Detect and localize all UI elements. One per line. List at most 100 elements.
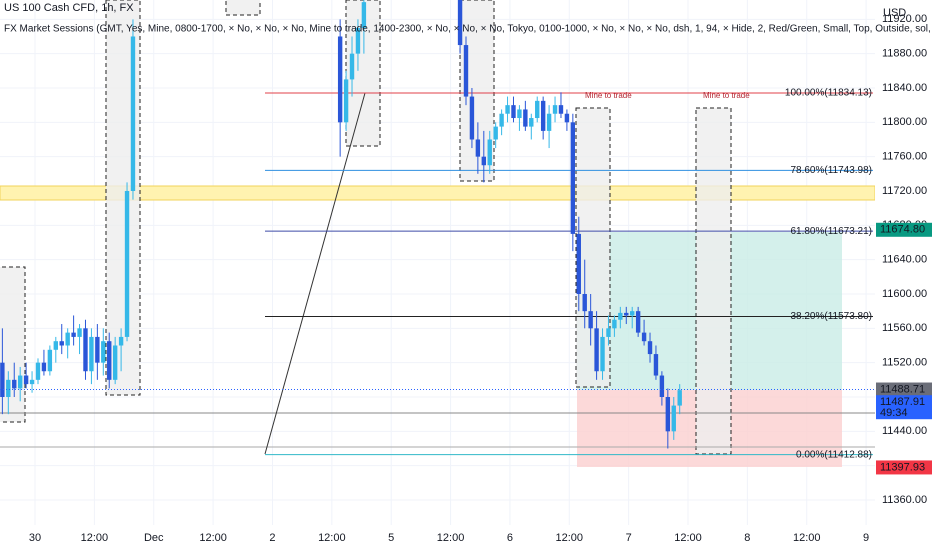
y-tick-label: 11520.00: [882, 357, 927, 369]
indicator: FX Market Sessions (GMT, Yes, Mine, 0800…: [4, 24, 932, 35]
fib-label: 38.20%(11573.80): [790, 311, 872, 322]
trend-line: [264, 92, 366, 455]
candle-body: [582, 293, 587, 312]
fib-label: 100.00%(11834.13): [785, 88, 872, 99]
price-tag: [876, 460, 932, 475]
price-tag: [876, 395, 932, 420]
y-tick-label: 11720.00: [882, 185, 927, 197]
candle-body: [343, 79, 349, 123]
session-boxes: [0, 0, 732, 455]
candle-body: [355, 27, 361, 54]
candle-body: [564, 113, 570, 123]
candle-body: [23, 375, 29, 385]
candle-body: [493, 126, 498, 140]
price-tag-label: 11487.91: [880, 396, 925, 408]
x-tick-label: 12:00: [674, 532, 702, 544]
candle-body: [337, 36, 343, 123]
candle-body: [517, 109, 522, 119]
x-tick-label: 12:00: [81, 532, 109, 544]
y-tick-label: 11640.00: [882, 254, 927, 266]
candle-body: [641, 332, 647, 342]
candle-body: [612, 319, 617, 329]
countdown: 49:34: [880, 407, 908, 419]
candle-body: [29, 379, 35, 385]
candle-body: [83, 328, 88, 372]
candle-body: [47, 349, 53, 372]
candle-body: [361, 2, 367, 28]
candle-body: [665, 396, 671, 432]
zone: [0, 185, 875, 201]
fib-label: 0.00%(11412.88): [796, 449, 872, 460]
fib-label: 61.80%(11673.21): [790, 226, 872, 237]
candle-body: [558, 105, 564, 114]
y-tick-label: 11880.00: [882, 48, 927, 60]
x-tick-label: 9: [863, 532, 869, 544]
candle-body: [647, 341, 653, 355]
candle-body: [77, 328, 82, 337]
candle-body: [570, 122, 576, 234]
candle-body: [653, 354, 659, 376]
price-tag: [876, 222, 932, 237]
candle-body: [118, 336, 124, 346]
candle-body: [618, 312, 623, 320]
fib-label: 78.60%(11743.98): [790, 165, 872, 176]
candle-body: [624, 312, 629, 316]
candle-body: [540, 100, 546, 131]
session-label: Mine to trade: [703, 91, 750, 100]
candle-body: [101, 341, 106, 363]
price-tag: [876, 382, 932, 397]
price-tag-label: 11488.71: [880, 383, 925, 395]
candle-body: [53, 341, 59, 350]
x-tick-label: 2: [269, 532, 275, 544]
candle-body: [0, 362, 5, 397]
x-tick-label: 12:00: [318, 532, 346, 544]
candle-body: [95, 336, 100, 363]
candle-body: [107, 341, 112, 380]
candle-body: [546, 113, 552, 131]
x-tick-label: 12:00: [199, 532, 227, 544]
candle-body: [529, 118, 534, 127]
candle-body: [124, 190, 130, 337]
x-tick-label: 6: [507, 532, 513, 544]
candle-body: [463, 45, 469, 97]
candle-body: [475, 139, 481, 157]
x-tick-label: Dec: [144, 532, 164, 544]
candle-body: [41, 362, 47, 372]
candle-body: [511, 105, 516, 119]
candle-body: [65, 332, 70, 346]
x-tick-label: 7: [626, 532, 632, 544]
candle-body: [535, 100, 540, 119]
candle-body: [505, 105, 510, 114]
x-tick-label: 8: [744, 532, 750, 544]
y-tick-label: 11600.00: [882, 288, 927, 300]
candle-body: [112, 345, 118, 380]
y-tick-label: 11920.00: [882, 13, 927, 25]
candle-body: [630, 311, 635, 316]
candle-body: [552, 105, 558, 114]
candle-body: [606, 328, 611, 337]
candle-body: [576, 233, 581, 294]
price-tag-label: 11397.93: [880, 461, 925, 473]
session-label: Mine to trade: [585, 91, 632, 100]
candle-body: [35, 362, 41, 380]
candle-body: [349, 53, 355, 80]
candle-body: [469, 96, 475, 140]
candle-body: [600, 336, 605, 372]
y-tick-label: 11360.00: [882, 494, 927, 506]
candle-body: [71, 332, 76, 337]
candle-body: [588, 311, 593, 329]
y-tick-label: 11800.00: [882, 116, 927, 128]
candle-body: [130, 36, 136, 191]
y-tick-label: 11440.00: [882, 425, 927, 437]
x-tick-label: 12:00: [793, 532, 821, 544]
x-tick-label: 5: [388, 532, 394, 544]
candle-body: [12, 379, 17, 389]
currency: USD: [883, 7, 906, 19]
candle-body: [594, 328, 599, 372]
x-tick-label: 12:00: [556, 532, 584, 544]
candle-body: [6, 379, 11, 397]
price-axis: [875, 0, 932, 550]
y-tick-label: 11840.00: [882, 82, 927, 94]
x-tick-label: 30: [29, 532, 41, 544]
